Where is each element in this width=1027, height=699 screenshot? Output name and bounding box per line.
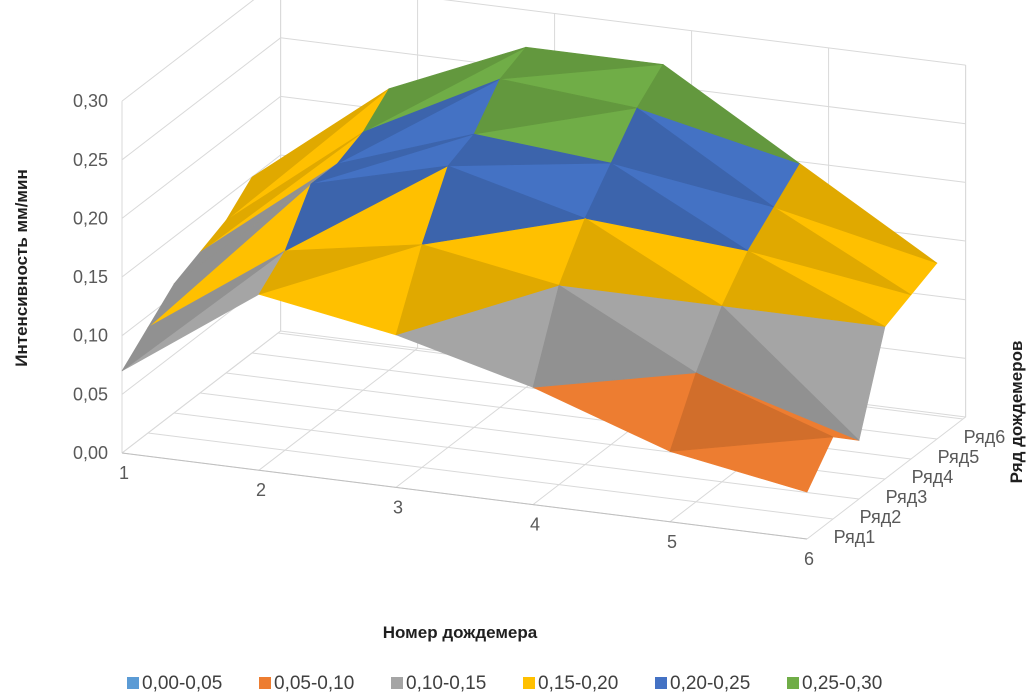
surface-facet [121,250,286,372]
surface-facet [395,244,560,336]
chart-legend: 0,00-0,05 0,05-0,10 0,10-0,15 0,15-0,20 0,20… [127,673,882,694]
y-tick-label: 0,00 [73,443,108,463]
x-axis-ticks: 1 2 3 4 5 6 [119,463,814,569]
axis-line [121,452,808,540]
depth-tick-label: Ряд6 [964,427,1006,447]
surface-facet [558,218,723,307]
surface-facet [421,165,586,245]
surface-facet [473,78,638,135]
surface-facet [447,133,612,167]
surface-facet [669,372,834,452]
legend-label: 0,10-0,15 [406,673,486,694]
chart-surface [121,46,938,493]
y-axis-ticks: 0,00 0,05 0,10 0,15 0,20 0,25 0,30 [73,91,108,463]
surface-facet [284,165,449,252]
surface-facet [532,284,697,388]
surface-facet [747,206,912,296]
x-tick-label: 3 [393,497,403,517]
y-tick-label: 0,10 [73,326,108,346]
x-tick-label: 1 [119,463,129,483]
surface-facet [310,133,475,185]
legend-label: 0,20-0,25 [670,673,750,694]
legend-label: 0,00-0,05 [142,673,222,694]
legend-label: 0,15-0,20 [538,673,618,694]
legend-label: 0,05-0,10 [274,673,354,694]
legend-label: 0,25-0,30 [802,673,882,694]
x-tick-label: 4 [530,515,540,535]
y-tick-label: 0,25 [73,150,108,170]
surface-facet [610,107,775,208]
surface-facet [721,250,886,327]
legend-swatch [787,677,799,689]
depth-tick-label: Ряд1 [834,527,876,547]
surface-facet [147,183,312,328]
legend-swatch [259,677,271,689]
gridline [147,432,834,520]
gridline [121,0,966,102]
surface-facet [199,131,364,253]
legend-swatch [655,677,667,689]
x-axis-title: Номер дождемера [383,623,538,642]
x-tick-label: 2 [256,480,266,500]
y-axis-title: Интенсивность мм/мин [12,169,31,366]
surface-facet [636,64,801,164]
depth-tick-label: Ряд2 [860,507,902,527]
surface-facet [584,162,749,251]
surface-facet [258,244,423,295]
depth-tick-label: Ряд4 [912,467,954,487]
y-tick-label: 0,20 [73,208,108,228]
legend-swatch [127,677,139,689]
legend-swatch [523,677,535,689]
surface-facet [336,78,501,165]
x-tick-label: 5 [667,532,677,552]
surface-facet [362,46,527,133]
surface-facet [499,46,664,80]
depth-tick-label: Ряд5 [938,447,980,467]
surface-facet [173,163,338,285]
depth-tick-label: Ряд3 [886,487,928,507]
gridline [173,412,860,500]
surface-facet [695,305,860,441]
surface-facet [225,88,390,221]
y-tick-label: 0,15 [73,267,108,287]
x-tick-label: 6 [804,549,814,569]
y-tick-label: 0,05 [73,384,108,404]
y-tick-label: 0,30 [73,91,108,111]
depth-axis-title: Ряд дождемеров [1007,341,1026,484]
surface-facet [773,163,938,264]
gridline [806,65,967,540]
gridline [121,0,282,454]
legend-swatch [391,677,403,689]
